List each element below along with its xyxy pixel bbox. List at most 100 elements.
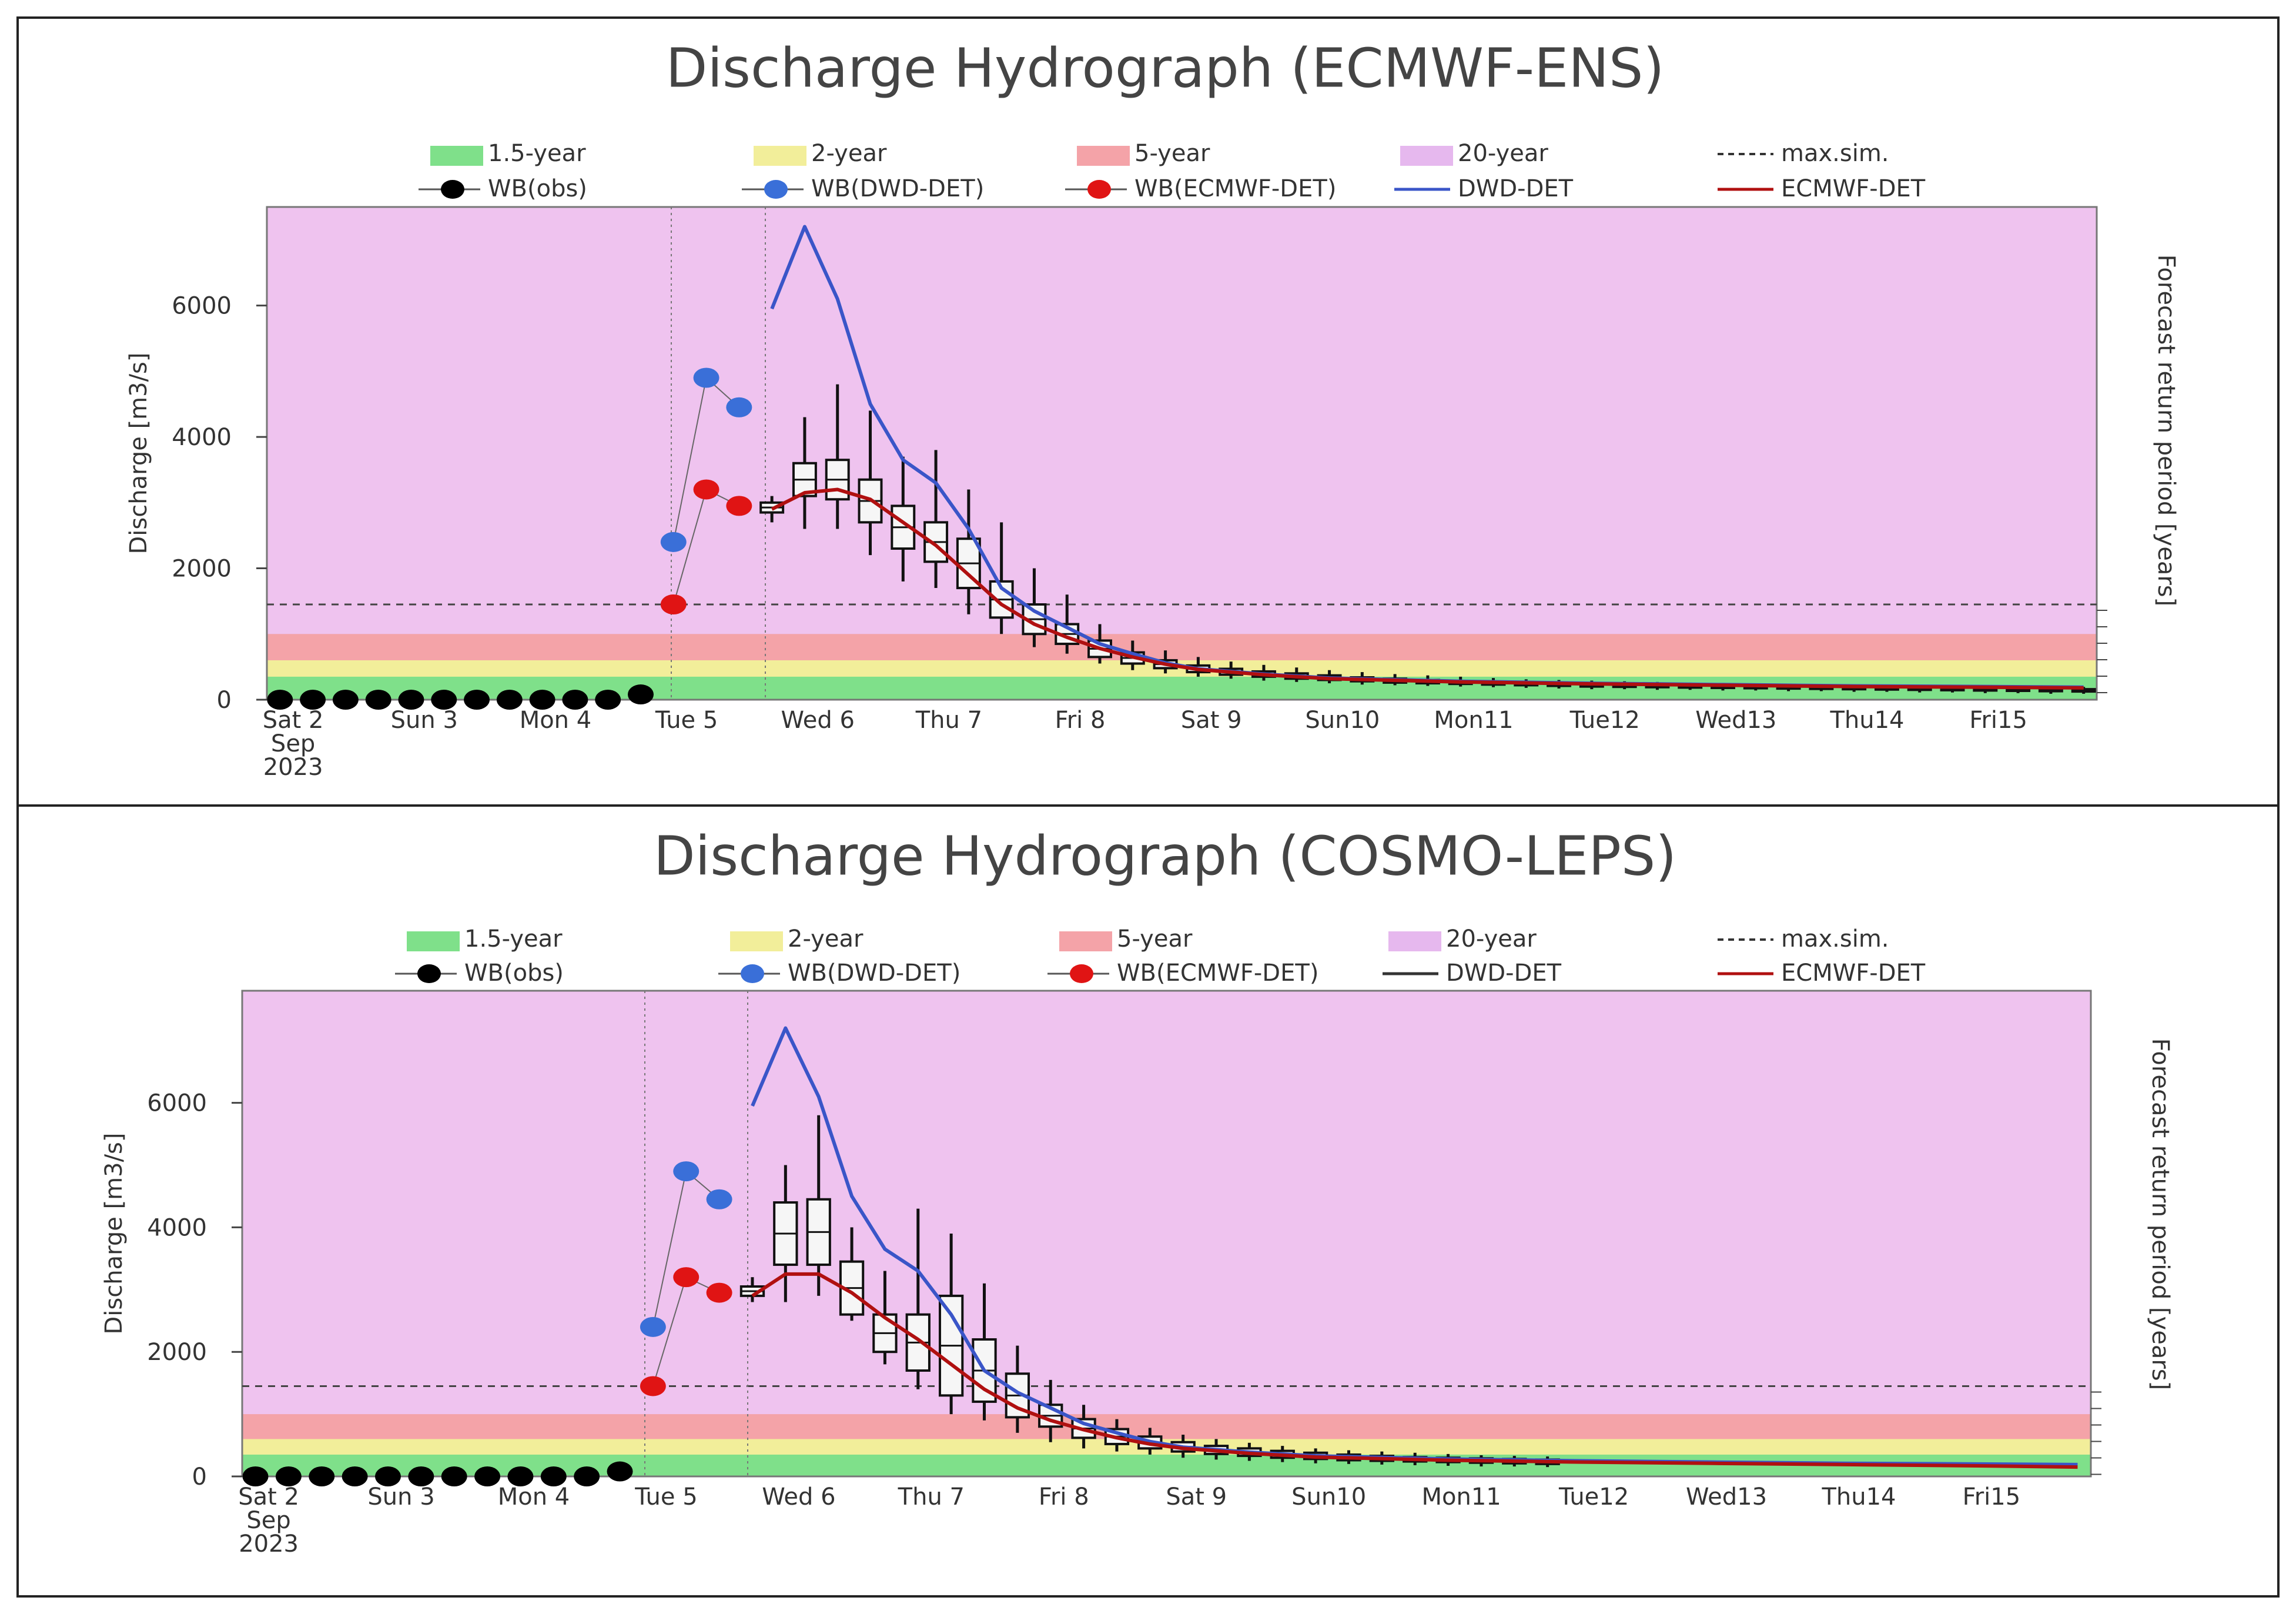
legend-dot xyxy=(417,964,441,983)
chart-root: Discharge Hydrograph (ECMWF-ENS) 1.5-year… xyxy=(125,36,2180,781)
series-line-ECMWF-DET xyxy=(751,1272,2078,1469)
series-point-WB(obs) xyxy=(332,690,359,710)
x-tick-label: Sat 9 xyxy=(1181,707,1242,734)
legend-item: 2-year xyxy=(754,140,887,167)
y-axis-label: Discharge [m3/s] xyxy=(101,1132,128,1334)
ensemble-box xyxy=(972,1283,997,1421)
series-point-WB(obs) xyxy=(529,690,555,710)
legend-item: WB(DWD-DET) xyxy=(718,960,960,987)
series-point-WB(obs) xyxy=(474,1466,501,1486)
legend-swatch xyxy=(1077,146,1130,166)
legend-dot xyxy=(1087,180,1111,199)
legend-label: WB(obs) xyxy=(488,175,587,202)
y2-axis-label: Forecast return period [years] xyxy=(2153,255,2180,606)
plot-frame xyxy=(266,206,2098,701)
legend-label: 2-year xyxy=(811,140,887,167)
ensemble-box xyxy=(2071,687,2096,694)
y-tick-label: 0 xyxy=(192,1463,207,1491)
x-tick-label: Tue12 xyxy=(1558,1483,1629,1511)
x-tick-label: Wed 6 xyxy=(781,707,855,734)
legend-item: 20-year xyxy=(1400,140,1548,167)
y-tick-label: 4000 xyxy=(172,424,232,451)
series-point-WB(DWD-DET) xyxy=(640,1316,666,1337)
series-point-WB(DWD-DET) xyxy=(726,397,752,417)
x-tick-label: Wed13 xyxy=(1686,1483,1767,1511)
x-tick-label: Mon11 xyxy=(1434,707,1513,734)
y-axis-label: Discharge [m3/s] xyxy=(125,352,152,554)
x-tick-label: Mon11 xyxy=(1422,1483,1501,1511)
series-point-WB(obs) xyxy=(342,1466,368,1486)
chart-panel-cosmo-leps: Discharge Hydrograph (COSMO-LEPS) 1.5-yea… xyxy=(16,807,2280,1598)
legend-item: max.sim. xyxy=(1718,140,1889,167)
x-tick-label: Tue 5 xyxy=(634,1483,697,1511)
series-point-WB(obs) xyxy=(496,690,523,710)
legend-dot xyxy=(764,180,788,199)
series-point-WB(obs) xyxy=(464,690,490,710)
chart-title: Discharge Hydrograph (COSMO-LEPS) xyxy=(654,824,1676,887)
legend-swatch xyxy=(1059,931,1112,951)
legend-label: WB(DWD-DET) xyxy=(811,175,984,202)
legend-label: WB(ECMWF-DET) xyxy=(1117,960,1318,987)
series-point-WB(ECMWF-DET) xyxy=(726,496,752,516)
x-tick-label: Thu14 xyxy=(1829,707,1904,734)
ensemble-box xyxy=(905,1208,931,1389)
chart-root: Discharge Hydrograph (COSMO-LEPS) 1.5-yea… xyxy=(101,824,2174,1558)
chart-title: Discharge Hydrograph (ECMWF-ENS) xyxy=(666,36,1665,99)
series-point-WB(DWD-DET) xyxy=(673,1161,699,1182)
series-point-WB(obs) xyxy=(607,1461,633,1482)
legend-item: DWD-DET xyxy=(1394,175,1574,202)
series-line-ECMWF-DET xyxy=(771,487,2084,690)
legend-item: DWD-DET xyxy=(1383,960,1562,987)
series-point-WB(obs) xyxy=(242,1466,269,1486)
series-point-WB(obs) xyxy=(408,1466,434,1486)
legend-label: WB(obs) xyxy=(464,960,564,987)
legend-item: 20-year xyxy=(1388,925,1537,953)
legend-label: ECMWF-DET xyxy=(1781,175,1926,202)
y-tick-label: 2000 xyxy=(172,556,232,583)
series-point-WB(obs) xyxy=(574,1466,600,1486)
x-tick-label: Mon 4 xyxy=(520,707,592,734)
legend-swatch xyxy=(754,146,806,166)
series-point-WB(ECMWF-DET) xyxy=(660,594,687,614)
legend-item: ECMWF-DET xyxy=(1718,175,1926,202)
legend-dot xyxy=(441,180,464,199)
legend-label: max.sim. xyxy=(1781,140,1889,167)
ensemble-box xyxy=(806,1115,831,1296)
x-tick-label: Sat 2 xyxy=(238,1483,299,1511)
threshold-band-20-year xyxy=(267,207,2097,700)
series-point-WB(obs) xyxy=(540,1466,567,1486)
legend-item: 5-year xyxy=(1077,140,1210,167)
series-point-WB(obs) xyxy=(267,690,293,710)
x-tick-label: Thu 7 xyxy=(915,707,982,734)
x-tick-label: 2023 xyxy=(263,754,323,781)
series-point-WB(ECMWF-DET) xyxy=(673,1267,699,1288)
series-point-WB(ECMWF-DET) xyxy=(693,479,719,500)
series-point-WB(obs) xyxy=(275,1466,302,1486)
series-point-WB(DWD-DET) xyxy=(706,1189,732,1209)
series-point-WB(obs) xyxy=(627,684,654,705)
legend-item: WB(DWD-DET) xyxy=(742,175,984,202)
legend-label: 5-year xyxy=(1134,140,1210,167)
x-tick-label: Tue12 xyxy=(1569,707,1640,734)
legend-item: WB(ECMWF-DET) xyxy=(1065,175,1336,202)
plot-frame xyxy=(241,990,2092,1478)
y-tick-label: 2000 xyxy=(147,1339,207,1366)
legend-label: WB(ECMWF-DET) xyxy=(1134,175,1336,202)
legend-label: 20-year xyxy=(1446,925,1537,953)
ensemble-box xyxy=(923,450,949,589)
x-tick-label: Sun 3 xyxy=(367,1483,434,1511)
series-point-WB(obs) xyxy=(441,1466,467,1486)
ensemble-box xyxy=(792,417,817,529)
x-tick-label: Tue 5 xyxy=(655,707,718,734)
x-tick-label: 2023 xyxy=(239,1531,299,1558)
legend-swatch xyxy=(407,931,460,951)
legend-item: WB(obs) xyxy=(395,960,564,987)
legend-label: DWD-DET xyxy=(1446,960,1562,987)
series-point-WB(DWD-DET) xyxy=(693,367,719,388)
legend-dot xyxy=(741,964,764,983)
threshold-band-20-year xyxy=(242,991,2091,1476)
x-tick-label: Wed 6 xyxy=(762,1483,835,1511)
series-point-WB(ECMWF-DET) xyxy=(706,1282,732,1303)
series-point-WB(obs) xyxy=(431,690,457,710)
y-tick-label: 6000 xyxy=(147,1090,207,1117)
